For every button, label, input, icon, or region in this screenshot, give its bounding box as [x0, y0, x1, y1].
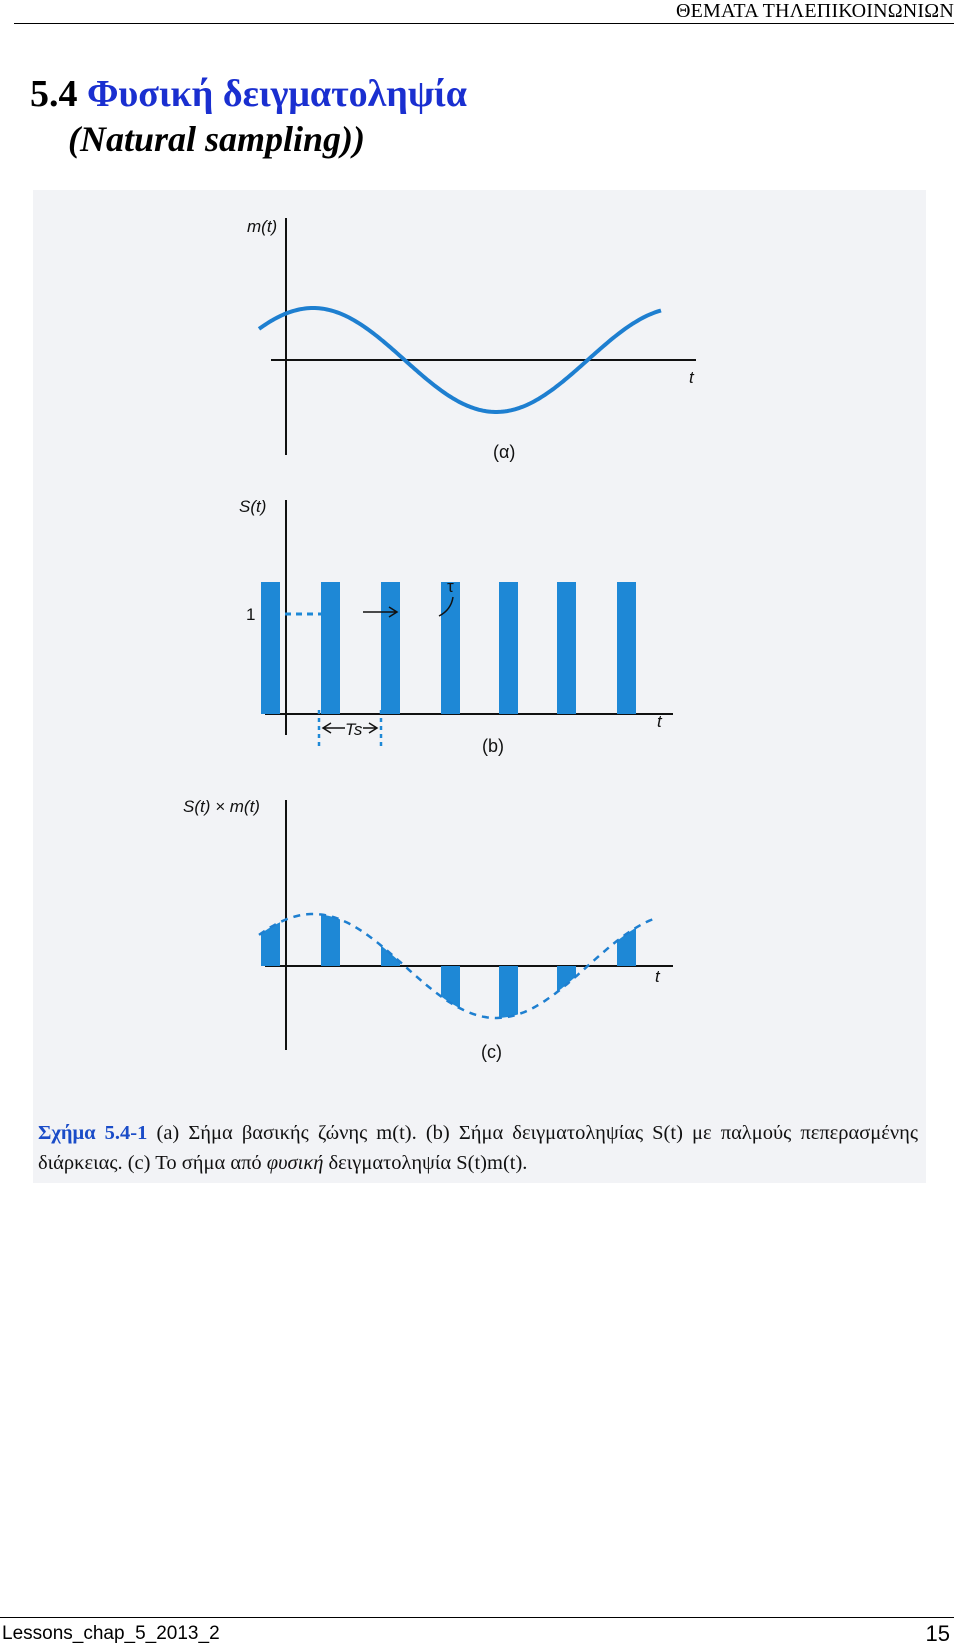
- panel-b-pulses: [261, 582, 636, 714]
- panel-b-tau-arrow-left: [363, 606, 399, 618]
- sampling-pulse: [321, 582, 340, 714]
- footer-filename: Lessons_chap_5_2013_2: [2, 1623, 220, 1644]
- sampled-pulse: [381, 945, 400, 966]
- panel-a-ylabel: m(t): [247, 217, 277, 236]
- caption-emphasis: φυσική: [266, 1152, 324, 1174]
- sampling-pulse: [617, 582, 636, 714]
- panel-c-ylabel: S(t) × m(t): [183, 797, 260, 816]
- panel-b-tau-pointer: [438, 596, 454, 617]
- sampled-pulse: [617, 927, 636, 966]
- sampling-pulse: [499, 582, 518, 714]
- section-title-english: (Natural sampling)): [68, 119, 366, 159]
- section-heading: 5.4 Φυσική δειγματοληψία: [30, 74, 467, 114]
- panel-b: 1 τ Ts t S(t) (b): [239, 497, 673, 756]
- figure-diagram: m(t) t (α) 1 τ Ts t S(t) (b): [183, 217, 696, 1062]
- caption-label: Σχήμα 5.4-1: [38, 1122, 148, 1144]
- panel-a: m(t) t (α): [247, 217, 696, 462]
- sampling-pulse: [381, 582, 400, 714]
- header-rule: [14, 23, 954, 24]
- panel-c-envelope-dashed: [258, 912, 654, 1020]
- panel-a-message-signal: [257, 306, 662, 414]
- panel-b-ts-arrow: [321, 722, 379, 734]
- sampled-pulse: [261, 922, 280, 966]
- panel-b-ylabel: S(t): [239, 497, 266, 516]
- sampling-pulse: [261, 582, 280, 714]
- panel-a-label: (α): [493, 442, 515, 462]
- sampled-pulse: [441, 966, 460, 1009]
- section-number: 5.4: [30, 73, 78, 115]
- panel-b-level-label: 1: [246, 605, 255, 624]
- caption-text-end: δειγματοληψία S(t)m(t).: [328, 1152, 528, 1174]
- panel-c-label: (c): [481, 1042, 502, 1062]
- figure: m(t) t (α) 1 τ Ts t S(t) (b): [33, 190, 926, 1183]
- panel-b-xlabel: t: [657, 712, 663, 731]
- sampled-pulse: [321, 914, 340, 966]
- sampled-pulse: [499, 966, 518, 1018]
- panel-b-ts-label: Ts: [345, 720, 363, 739]
- figure-caption: Σχήμα 5.4-1 (a) Σήμα βασικής ζώνης m(t).…: [38, 1118, 918, 1178]
- sampled-pulse: [557, 966, 576, 993]
- panel-a-xlabel: t: [689, 368, 695, 387]
- panel-c-xlabel: t: [655, 967, 661, 986]
- sampling-pulse: [441, 582, 460, 714]
- caption-text: (a) Σήμα βασικής ζώνης m(t). (b) Σήμα δε…: [38, 1122, 918, 1174]
- sampling-pulse: [557, 582, 576, 714]
- section-title-greek: Φυσική δειγματοληψία: [87, 73, 468, 115]
- panel-b-label: (b): [482, 736, 504, 756]
- footer-page-number: 15: [925, 1621, 950, 1646]
- footer-rule: [0, 1617, 954, 1618]
- panel-c: S(t) × m(t) t (c): [183, 797, 673, 1062]
- page-header-title: ΘΕΜΑΤΑ ΤΗΛΕΠΙΚΟΙΝΩΝΙΩΝ: [675, 0, 954, 22]
- panel-c-sampled-pulses: [261, 914, 636, 1018]
- panel-b-tau-label: τ: [447, 577, 454, 596]
